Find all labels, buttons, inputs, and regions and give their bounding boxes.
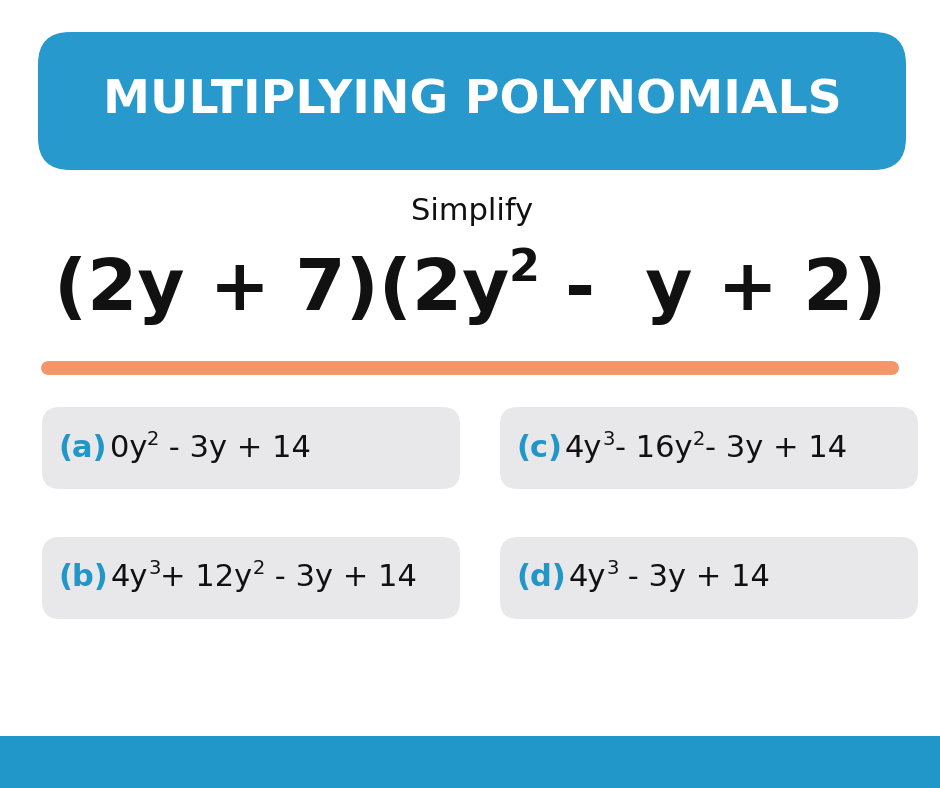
Text: (2y + 7)(2y: (2y + 7)(2y	[54, 255, 509, 325]
Text: -  y + 2): - y + 2)	[540, 255, 886, 325]
FancyBboxPatch shape	[500, 407, 918, 489]
Text: + 12y: + 12y	[161, 563, 253, 593]
Text: (a): (a)	[58, 433, 106, 463]
Text: - 3y + 14: - 3y + 14	[619, 563, 771, 593]
Text: 2: 2	[253, 559, 265, 578]
Text: (c): (c)	[516, 433, 562, 463]
Text: 3: 3	[149, 559, 161, 578]
Text: 2: 2	[692, 429, 705, 448]
Text: (b): (b)	[58, 563, 108, 593]
Text: 4y: 4y	[569, 563, 606, 593]
FancyBboxPatch shape	[500, 537, 918, 619]
Text: - 3y + 14: - 3y + 14	[265, 563, 416, 593]
Text: 3: 3	[603, 429, 615, 448]
Text: (d): (d)	[516, 563, 566, 593]
FancyBboxPatch shape	[42, 537, 460, 619]
Text: 2: 2	[147, 429, 159, 448]
Text: 3: 3	[606, 559, 619, 578]
Text: MULTIPLYING POLYNOMIALS: MULTIPLYING POLYNOMIALS	[102, 79, 841, 124]
Text: 0y: 0y	[109, 433, 147, 463]
Text: 4y: 4y	[565, 433, 603, 463]
Text: 4y: 4y	[111, 563, 149, 593]
Text: Simplify: Simplify	[411, 196, 533, 225]
FancyBboxPatch shape	[38, 32, 906, 170]
FancyBboxPatch shape	[42, 407, 460, 489]
Text: - 3y + 14: - 3y + 14	[705, 433, 847, 463]
Text: 2: 2	[509, 247, 540, 289]
FancyBboxPatch shape	[0, 736, 940, 788]
Text: - 16y: - 16y	[615, 433, 692, 463]
Text: - 3y + 14: - 3y + 14	[159, 433, 311, 463]
